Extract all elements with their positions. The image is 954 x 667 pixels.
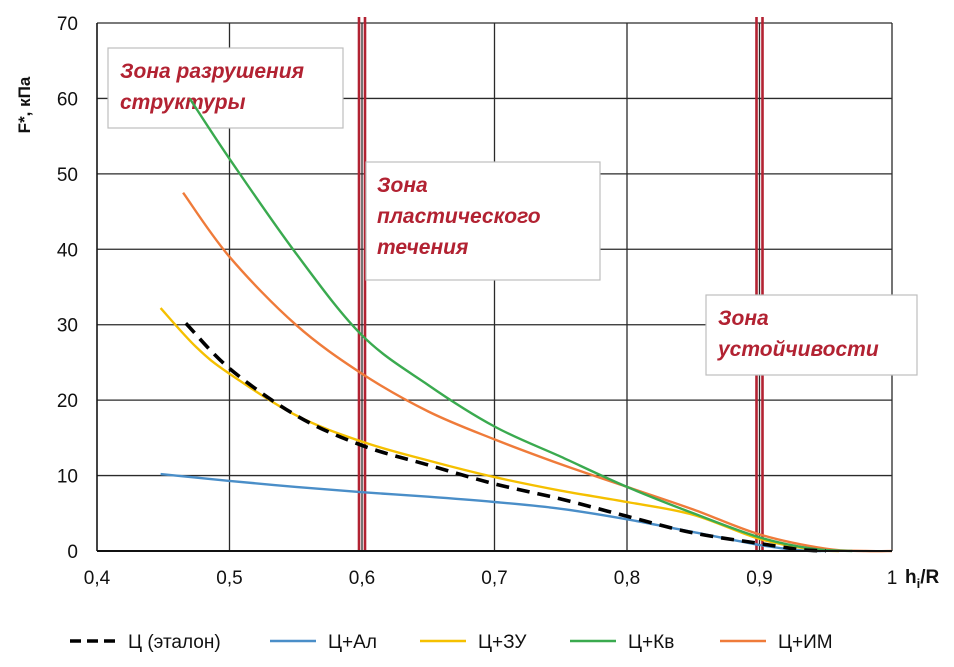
x-tick-label: 0,5 <box>216 568 242 589</box>
x-axis-label: hi/R <box>905 567 940 591</box>
zone-label-text: пластического <box>377 205 541 228</box>
x-tick-label: 0,8 <box>614 568 640 589</box>
legend-item-4: Ц+Кв <box>570 632 674 653</box>
series-line-5 <box>182 191 893 553</box>
zone-label-text: устойчивости <box>717 338 879 361</box>
y-tick-label: 40 <box>57 240 78 261</box>
zone-label-text: течения <box>377 236 468 259</box>
legend-label: Ц+Ал <box>328 632 377 653</box>
zone-label-box <box>107 47 344 129</box>
legend-item-5: Ц+ИМ <box>720 632 833 653</box>
zone-label-box <box>365 161 601 281</box>
zone-label-1: Зона разрушения структуры <box>107 47 344 129</box>
legend-label: Ц+Кв <box>628 632 674 653</box>
x-tick-label: 0,4 <box>84 568 111 589</box>
y-tick-label: 10 <box>57 467 78 488</box>
zone-label-text: структуры <box>120 91 246 114</box>
y-tick-label: 70 <box>57 14 78 35</box>
legend-label: Ц+ИМ <box>778 632 833 653</box>
y-tick-label: 20 <box>57 391 78 412</box>
zone-label-box <box>705 294 918 376</box>
y-tick-label: 60 <box>57 89 78 110</box>
axes <box>96 23 892 552</box>
x-axis-label-sub: i <box>917 576 921 591</box>
legend-item-2: Ц+Ал <box>270 632 377 653</box>
series-line-1 <box>184 321 826 553</box>
legend-item-1: Ц (эталон) <box>70 632 221 653</box>
legend: Ц (эталон) Ц+Ал Ц+ЗУ Ц+Кв Ц+ИМ <box>70 632 833 653</box>
zone-lines <box>357 17 764 551</box>
zone-boxes: Зона разрушения структуры Зона пластическог… <box>107 47 918 376</box>
zone-label-text: Зона разрушения <box>120 60 304 83</box>
legend-item-3: Ц+ЗУ <box>420 632 527 653</box>
y-axis-label: F*, кПа <box>15 76 34 133</box>
x-tick-label: 0,7 <box>481 568 507 589</box>
y-tick-label: 0 <box>67 542 78 563</box>
x-tick-label: 0,9 <box>746 568 772 589</box>
legend-label: Ц+ЗУ <box>478 632 527 653</box>
zone-label-text: Зона <box>718 307 769 330</box>
zone-label-3: Зона устойчивости <box>705 294 918 376</box>
x-tick-label: 1 <box>887 568 898 589</box>
legend-label: Ц (эталон) <box>128 632 221 653</box>
x-axis-label-rest: /R <box>920 567 939 588</box>
series-lines <box>159 97 893 553</box>
series-line-3 <box>159 307 840 553</box>
x-axis-label-main: h <box>905 567 917 588</box>
series-line-2 <box>160 472 826 553</box>
y-tick-label: 50 <box>57 165 78 186</box>
y-tick-label: 30 <box>57 316 78 337</box>
zone-label-2: Зона пластического течения <box>365 161 601 281</box>
zone-label-text: Зона <box>377 174 428 197</box>
series-line-4 <box>188 97 853 553</box>
x-tick-label: 0,6 <box>349 568 375 589</box>
